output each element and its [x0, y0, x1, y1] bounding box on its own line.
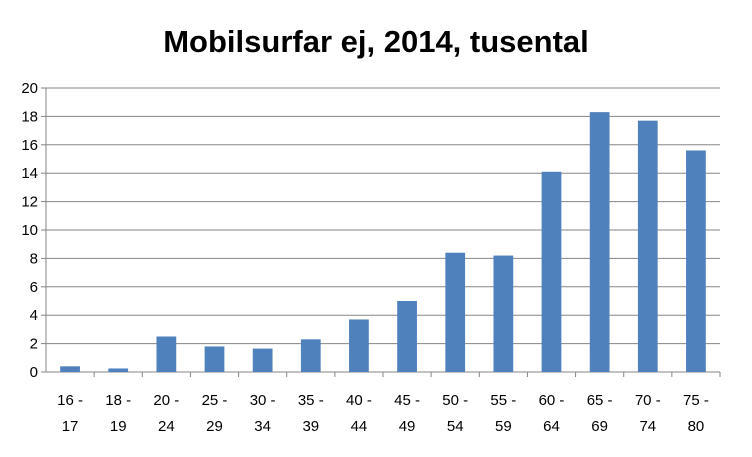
x-tick-label: 24	[158, 418, 175, 435]
y-tick-label: 18	[21, 108, 38, 125]
x-tick-label: 55 -	[490, 392, 516, 409]
y-tick-label: 0	[30, 364, 38, 381]
x-tick-label: 25 -	[202, 392, 228, 409]
bar	[252, 348, 273, 372]
bar	[108, 368, 129, 372]
x-tick-label: 74	[639, 418, 656, 435]
x-tick-label: 80	[688, 418, 705, 435]
x-tick-label: 65 -	[587, 392, 613, 409]
x-tick-label: 45 -	[394, 392, 420, 409]
chart-title: Mobilsurfar ej, 2014, tusental	[163, 24, 589, 59]
x-tick-label: 64	[543, 418, 560, 435]
bar	[686, 150, 706, 372]
bar	[60, 366, 80, 372]
x-tick-label: 17	[62, 418, 79, 435]
x-tick-label: 49	[399, 418, 416, 435]
x-tick-label: 44	[351, 418, 368, 435]
x-tick-label: 30 -	[250, 392, 276, 409]
y-tick-label: 4	[30, 307, 38, 324]
x-tick-label: 40 -	[346, 392, 372, 409]
y-tick-label: 10	[21, 222, 38, 239]
bar	[349, 319, 369, 372]
y-tick-label: 12	[21, 194, 38, 211]
bar	[541, 171, 562, 372]
axes: 0 2 4 6 8 10 12 14 16 18 20	[21, 80, 721, 381]
bar	[156, 336, 177, 372]
bar	[397, 301, 417, 372]
x-tick-label: 70 -	[635, 392, 661, 409]
y-tick-label: 8	[30, 250, 38, 267]
x-tick-label: 54	[447, 418, 464, 435]
y-tick-label: 6	[30, 279, 38, 296]
x-tick-label: 19	[110, 418, 127, 435]
x-tick-label: 20 -	[153, 392, 179, 409]
bar	[445, 252, 466, 372]
x-tick-label: 34	[254, 418, 271, 435]
y-tick-label: 20	[21, 80, 38, 97]
bar	[589, 112, 610, 372]
x-tick-label: 29	[206, 418, 223, 435]
x-tick-label: 39	[302, 418, 319, 435]
x-tick-label: 18 -	[105, 392, 131, 409]
x-tick-label: 60 -	[539, 392, 565, 409]
y-tick-label: 14	[21, 165, 38, 182]
gridlines	[46, 87, 720, 345]
bar	[637, 120, 658, 372]
x-tick-label: 69	[591, 418, 608, 435]
bar	[204, 346, 225, 372]
x-tick-label: 75 -	[683, 392, 709, 409]
y-tick-label: 16	[21, 137, 38, 154]
x-tick-label: 50 -	[442, 392, 468, 409]
y-tick-label: 2	[30, 336, 38, 353]
bar	[493, 255, 514, 372]
x-tick-label: 59	[495, 418, 512, 435]
x-tick-label: 35 -	[298, 392, 324, 409]
category-labels: 16 - 17 18 - 19 20 - 24 25 - 29 30 - 34 35 - 39 40 -…	[57, 392, 709, 435]
bar	[300, 339, 321, 372]
bars	[60, 112, 706, 372]
x-tick-label: 16 -	[57, 392, 83, 409]
